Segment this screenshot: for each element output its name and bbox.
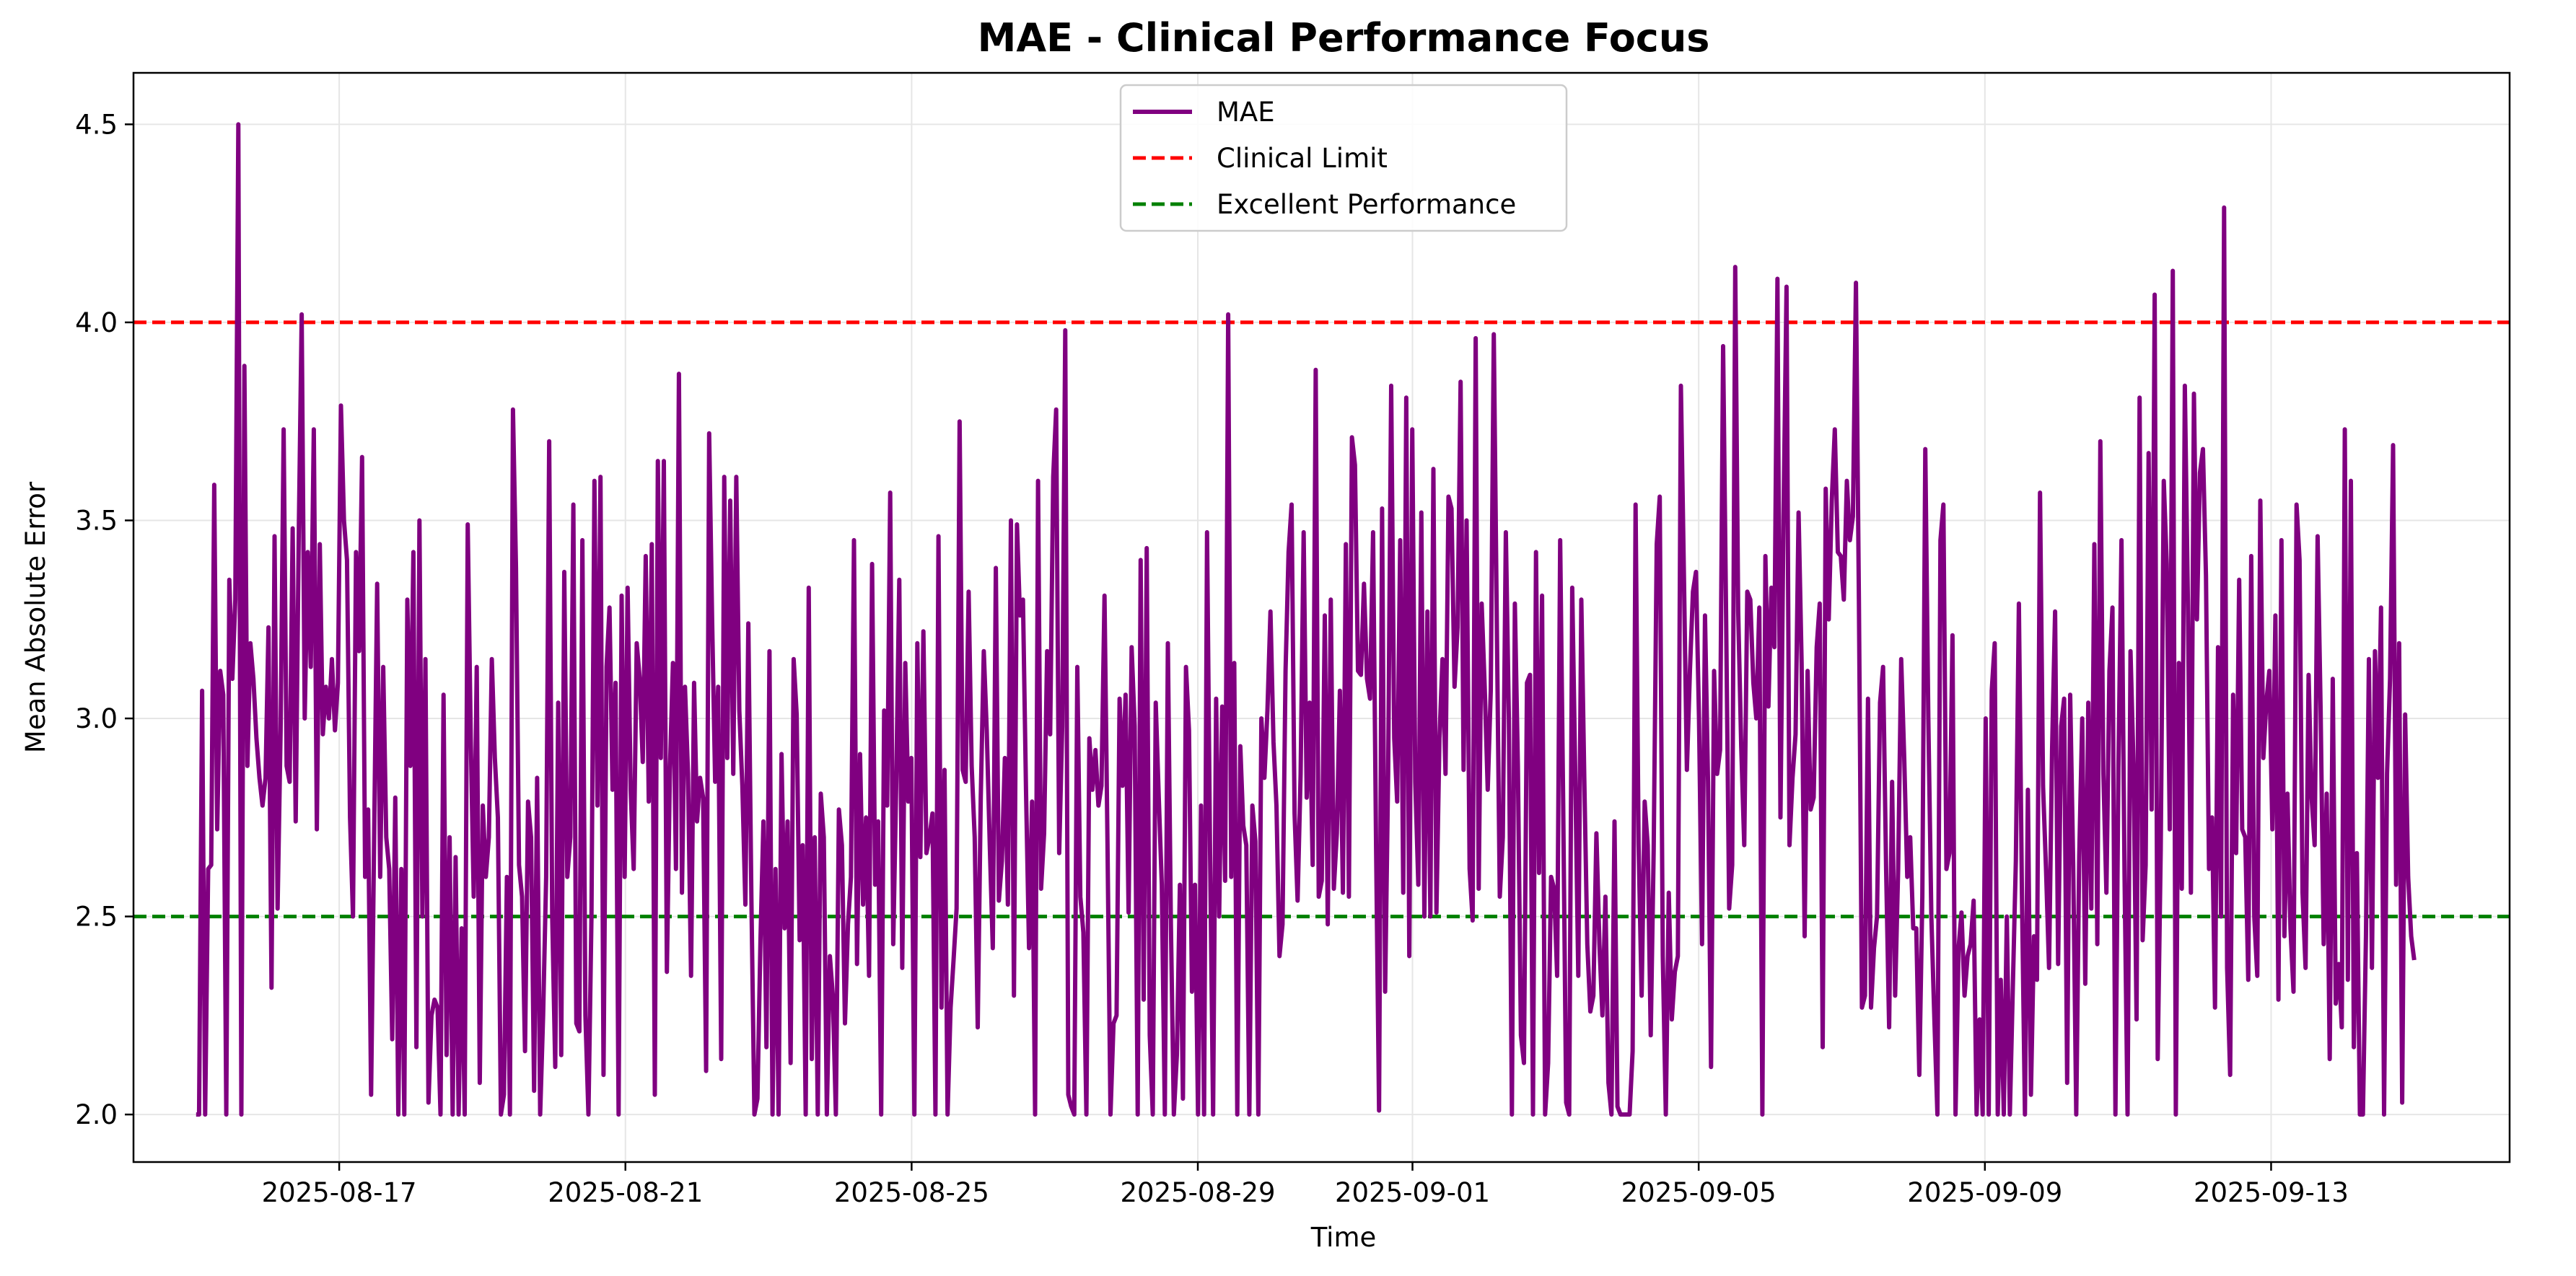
legend-box bbox=[1119, 84, 1568, 232]
y-tick-label: 2.0 bbox=[75, 1099, 118, 1130]
chart-title: MAE - Clinical Performance Focus bbox=[978, 15, 1710, 61]
x-tick-label: 2025-09-13 bbox=[2194, 1177, 2349, 1208]
x-tick-label: 2025-08-29 bbox=[1121, 1177, 1276, 1208]
x-tick-label: 2025-08-17 bbox=[262, 1177, 417, 1208]
y-tick-label: 3.0 bbox=[75, 703, 118, 734]
x-axis: 2025-08-17 2025-08-21 2025-08-25 2025-08-29… bbox=[262, 1162, 2349, 1208]
legend: MAE Clinical Limit Excellent Performance bbox=[1119, 84, 1568, 232]
mae-series-line bbox=[196, 122, 2417, 1117]
legend-label-clinical-limit: Clinical Limit bbox=[1217, 143, 1388, 174]
plot-frame bbox=[132, 71, 2511, 1163]
legend-label-excellent-performance: Excellent Performance bbox=[1217, 189, 1516, 220]
series-layer bbox=[196, 122, 2417, 1117]
x-tick-label: 2025-09-01 bbox=[1335, 1177, 1490, 1208]
legend-label-mae: MAE bbox=[1217, 97, 1275, 128]
x-axis-label: Time bbox=[1310, 1222, 1377, 1253]
y-tick-label: 2.5 bbox=[75, 902, 118, 933]
y-tick-label: 4.5 bbox=[75, 109, 118, 140]
y-axis: 2.0 2.5 3.0 3.5 4.0 4.5 bbox=[75, 109, 133, 1130]
y-tick-label: 4.0 bbox=[75, 307, 118, 338]
x-tick-label: 2025-08-25 bbox=[834, 1177, 989, 1208]
x-tick-label: 2025-09-09 bbox=[1907, 1177, 2062, 1208]
y-axis-label: Mean Absolute Error bbox=[20, 481, 51, 753]
y-tick-label: 3.5 bbox=[75, 505, 118, 536]
x-tick-label: 2025-09-05 bbox=[1621, 1177, 1777, 1208]
x-tick-label: 2025-08-21 bbox=[548, 1177, 703, 1208]
